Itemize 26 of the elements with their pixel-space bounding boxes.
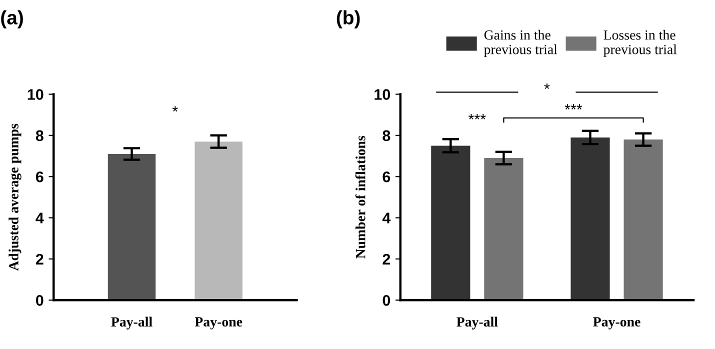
x-tick-label: Pay-one <box>593 317 640 330</box>
legend-label: Gains in the previous trial <box>484 30 558 58</box>
x-tick-label: Pay-one <box>194 317 242 330</box>
y-tick-label: 10 <box>374 89 390 100</box>
legend-label: Losses in the previous trial <box>604 30 677 58</box>
x-tick-label: Pay-all <box>456 316 498 330</box>
x-tick-label: Pay-all <box>111 316 152 330</box>
annotation: * <box>172 106 178 112</box>
y-tick-label: 0 <box>382 295 390 306</box>
y-tick-label: 6 <box>36 171 44 182</box>
y-tick-label: 6 <box>382 171 390 182</box>
y-tick-label: 2 <box>36 254 44 264</box>
y-axis-title: Adjusted average pumps <box>8 124 22 271</box>
chart-title: (b) <box>336 10 360 28</box>
y-tick-label: 4 <box>36 212 44 224</box>
annotation: *** <box>468 114 486 120</box>
y-tick-label: 8 <box>36 130 44 142</box>
y-tick-label: 2 <box>382 254 390 264</box>
y-tick-label: 0 <box>36 295 44 306</box>
text: * <box>544 84 550 89</box>
y-tick-label: 8 <box>382 130 390 142</box>
y-axis-title: Number of inflations <box>355 136 366 259</box>
chart-title: (a) <box>1 10 23 28</box>
y-tick-label: 4 <box>382 212 391 224</box>
annotation: *** <box>564 104 582 110</box>
y-tick-label: 10 <box>28 89 44 100</box>
